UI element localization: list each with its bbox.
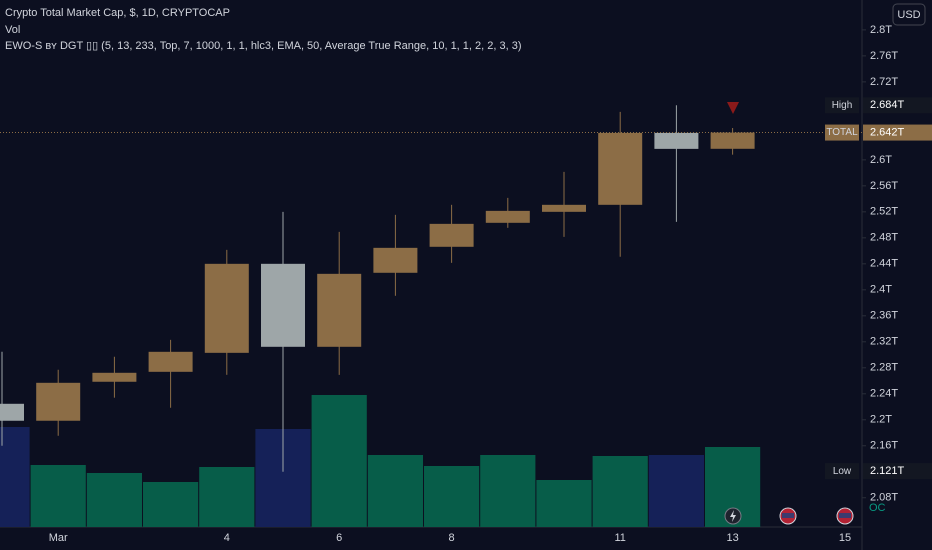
price-name: High (832, 100, 853, 111)
volume-bar (143, 482, 199, 527)
candle-body (373, 247, 418, 273)
signal-marker (727, 102, 739, 114)
flag-glyph (782, 513, 794, 518)
volume-bar (86, 473, 142, 527)
volume-bar (311, 395, 367, 527)
y-tick-label: 2.08T (870, 492, 898, 504)
y-tick-label: 2.6T (870, 154, 892, 166)
y-tick-label: 2.8T (870, 24, 892, 36)
volume-bar (367, 455, 423, 527)
candle-body (710, 132, 755, 149)
annotation: OC (869, 502, 886, 514)
price-name-box (825, 124, 859, 141)
y-tick-label: 2.56T (870, 180, 898, 192)
indicator-legend: EWO-S ʙʏ DGT ▯▯ (5, 13, 233, Top, 7, 100… (5, 40, 522, 52)
candle-body (598, 132, 643, 205)
price-label-box (863, 463, 932, 480)
chart-title: Crypto Total Market Cap, $, 1D, CRYPTOCA… (5, 7, 230, 19)
volume-bar (648, 455, 704, 527)
y-tick-label: 2.32T (870, 336, 898, 348)
price-name-box (825, 97, 859, 114)
volume-bar (536, 480, 592, 527)
y-tick-label: 2.28T (870, 362, 898, 374)
lightning-glyph (730, 510, 736, 522)
candle-body (0, 403, 24, 421)
candle-body (261, 263, 305, 347)
y-tick-label: 2.52T (870, 206, 898, 218)
y-tick-label: 2.44T (870, 258, 898, 270)
price-name-box (825, 463, 859, 480)
y-tick-label: 2.24T (870, 388, 898, 400)
x-tick-label: 4 (224, 532, 230, 544)
price-name: TOTAL (826, 127, 858, 138)
y-tick-label: 2.72T (870, 76, 898, 88)
currency-button-label[interactable]: USD (897, 9, 920, 21)
price-label: 2.121T (870, 465, 905, 477)
volume-bar (0, 427, 30, 527)
x-tick-label: 8 (449, 532, 455, 544)
candle-body (148, 351, 193, 372)
price-name: Low (833, 466, 852, 477)
price-label: 2.684T (870, 99, 905, 111)
candle-body (204, 263, 249, 353)
volume-bar (424, 466, 480, 527)
price-label-box (863, 124, 932, 141)
x-tick-label: 13 (726, 532, 738, 544)
x-tick-label: 6 (336, 532, 342, 544)
currency-button[interactable] (892, 3, 926, 26)
plot-layer (0, 105, 862, 527)
candle-body (542, 204, 586, 212)
candle-body (654, 132, 699, 149)
price-label-box (863, 97, 932, 114)
volume-legend: Vol (5, 24, 20, 36)
y-tick-label: 2.4T (870, 284, 892, 296)
x-tick-label: Mar (49, 532, 68, 544)
x-tick-label: 15 (839, 532, 851, 544)
y-tick-label: 2.36T (870, 310, 898, 322)
candle-body (36, 382, 81, 421)
price-label: 2.642T (870, 126, 905, 138)
volume-bar (199, 467, 255, 527)
x-tick-label: 11 (614, 532, 625, 544)
candle-body (92, 372, 137, 382)
candle-body (429, 223, 474, 247)
y-tick-label: 2.48T (870, 232, 898, 244)
event-icons (724, 507, 854, 525)
candle-body (317, 273, 362, 347)
volume-bar (480, 455, 536, 527)
volume-bar (30, 465, 86, 527)
y-tick-label: 2.76T (870, 50, 898, 62)
volume-bar (592, 456, 648, 527)
flag-glyph (839, 513, 851, 518)
y-tick-label: 2.2T (870, 414, 892, 426)
y-tick-label: 2.16T (870, 440, 898, 452)
candle-body (485, 210, 530, 223)
